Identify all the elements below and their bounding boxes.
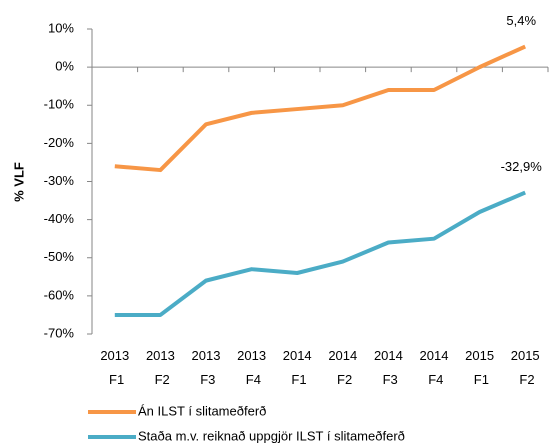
legend-label: Án ILST í slitameðferð [138,403,266,418]
series-line [114,44,527,173]
x-tick-label: 2014 F3 [374,348,403,387]
y-tick-label: -60% [44,287,75,302]
x-tick-label: 2013 F3 [192,348,221,387]
y-tick-label: -30% [44,173,75,188]
x-tick-label: 2013 F4 [237,348,266,387]
data-label: 5,4% [506,13,536,28]
x-tick-label: 2014 F4 [420,348,449,387]
y-tick-label: -10% [44,97,75,112]
x-tick-label: 2013 F1 [100,348,129,387]
x-tick-label: 2014 F1 [283,348,312,387]
y-tick-label: -70% [44,325,75,340]
legend-label: Staða m.v. reiknað uppgjör ILST í slitam… [138,428,405,443]
x-tick-label: 2013 F2 [146,348,175,387]
x-tick-label: 2015 F1 [465,348,494,387]
y-tick-label: 10% [48,20,74,35]
series-line [114,190,526,317]
y-tick-label: -50% [44,249,75,264]
y-tick-label: -40% [44,211,75,226]
y-tick-label: -20% [44,135,75,150]
data-label: -32,9% [501,159,543,174]
y-tick-label: 0% [55,59,74,74]
x-tick-label: 2014 F2 [328,348,357,387]
x-tick-label: 2015 F2 [511,348,540,387]
y-axis-label: % VLF [11,162,26,202]
